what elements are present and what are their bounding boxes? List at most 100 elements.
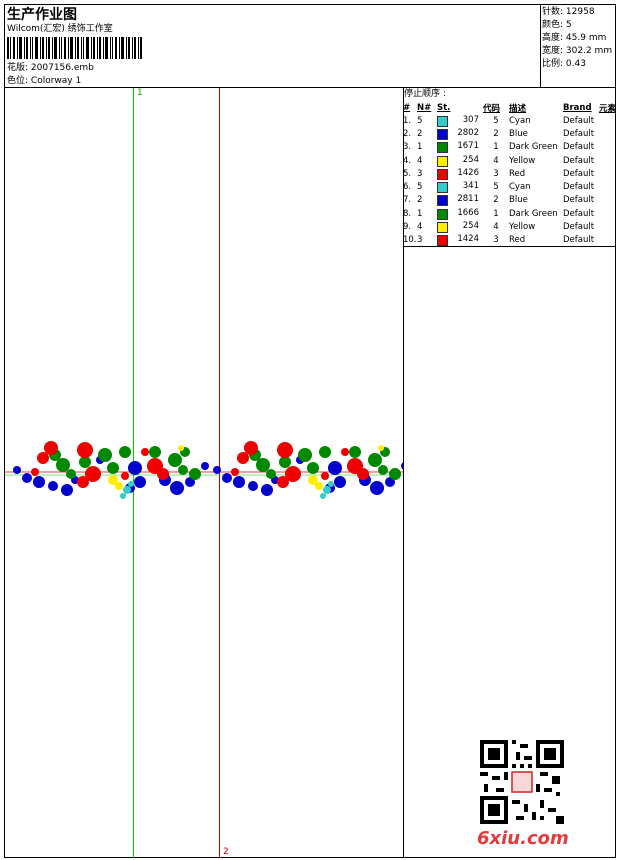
- stop-row: 3. 1 1671 1 Dark Green Default: [403, 141, 619, 154]
- stop-needle: 5: [417, 182, 423, 193]
- stop-index: 6.: [403, 182, 412, 193]
- col-code: 代码: [483, 103, 501, 114]
- stop-index: 9.: [403, 222, 412, 233]
- stop-description: Blue: [509, 195, 528, 206]
- stop-stitches: 1671: [437, 141, 483, 154]
- stop-brand: Default: [563, 182, 595, 193]
- stop-brand: Default: [563, 195, 595, 206]
- stop-table-header: # N# St. 代码 描述 Brand 元素: [403, 101, 619, 114]
- stop-code: 3: [493, 168, 499, 179]
- stop-index: 5.: [403, 168, 412, 179]
- stop-stitches: 254: [437, 220, 483, 234]
- stop-description: Yellow: [509, 155, 536, 166]
- stop-brand: Default: [563, 168, 595, 179]
- col-index: #: [403, 102, 411, 113]
- stop-code: 5: [493, 115, 499, 126]
- col-description: 描述: [509, 103, 527, 114]
- stop-needle: 3: [417, 235, 423, 246]
- stop-element: [599, 141, 619, 154]
- color-swatch: [437, 128, 448, 140]
- stop-index: 8.: [403, 208, 412, 219]
- stat-width: 宽度: 302.2 mm: [542, 46, 613, 56]
- stop-element: [599, 154, 619, 167]
- stop-brand: Default: [563, 222, 595, 233]
- stop-description: Yellow: [509, 222, 536, 233]
- color-swatch: [437, 168, 448, 180]
- stop-code: 2: [493, 128, 499, 139]
- stop-element: [599, 167, 619, 180]
- stop-stitches: 2811: [437, 194, 483, 207]
- green-guide-label: 1: [137, 88, 143, 98]
- stop-stitches: 1666: [437, 207, 483, 220]
- stop-needle: 4: [417, 155, 423, 166]
- stop-code: 1: [493, 142, 499, 153]
- stop-element: [599, 127, 619, 140]
- stop-index: 3.: [403, 142, 412, 153]
- color-swatch: [437, 235, 448, 247]
- stop-table-divider: [403, 246, 616, 247]
- stop-needle: 2: [417, 128, 423, 139]
- color-swatch: [437, 195, 448, 207]
- stop-index: 1.: [403, 115, 412, 126]
- stop-description: Red: [509, 235, 526, 246]
- red-guide-label: 2: [223, 847, 229, 857]
- stop-element: [599, 234, 619, 247]
- stop-index: 4.: [403, 155, 412, 166]
- stop-element: [599, 114, 619, 127]
- stop-row: 6. 5 341 5 Cyan Default: [403, 180, 619, 194]
- stop-brand: Default: [563, 142, 595, 153]
- stop-needle: 3: [417, 168, 423, 179]
- color-swatch: [437, 182, 448, 194]
- stop-index: 7.: [403, 195, 412, 206]
- color-swatch: [437, 208, 448, 220]
- col-element: 元素: [599, 103, 617, 114]
- color-swatch: [437, 142, 448, 154]
- stat-colors: 颜色: 5: [542, 20, 572, 30]
- stop-brand: Default: [563, 128, 595, 139]
- page-title: 生产作业图: [7, 7, 77, 23]
- stop-row: 2. 2 2802 2 Blue Default: [403, 127, 619, 140]
- stop-code: 3: [493, 235, 499, 246]
- stop-row: 7. 2 2811 2 Blue Default: [403, 194, 619, 207]
- stop-description: Cyan: [509, 115, 531, 126]
- stop-code: 4: [493, 222, 499, 233]
- stop-brand: Default: [563, 235, 595, 246]
- stop-code: 1: [493, 208, 499, 219]
- stop-stitches: 1424: [437, 234, 483, 247]
- stop-stitches: 254: [437, 154, 483, 167]
- stop-needle: 1: [417, 208, 423, 219]
- stat-height: 高度: 45.9 mm: [542, 33, 607, 43]
- stop-sequence-table: # N# St. 代码 描述 Brand 元素 1. 5 307 5 Cyan Defau…: [403, 101, 619, 247]
- stop-description: Blue: [509, 128, 528, 139]
- col-brand: Brand: [563, 102, 592, 113]
- stop-code: 5: [493, 182, 499, 193]
- studio-name: Wilcom(汇宏) 绣饰工作室: [7, 24, 113, 34]
- color-swatch: [437, 222, 448, 234]
- stop-brand: Default: [563, 115, 595, 126]
- stop-needle: 1: [417, 142, 423, 153]
- stop-sequence-title: 停止顺序 :: [404, 89, 446, 99]
- color-swatch: [437, 155, 448, 167]
- stop-brand: Default: [563, 155, 595, 166]
- stop-row: 4. 4 254 4 Yellow Default: [403, 154, 619, 167]
- stop-index: 2.: [403, 128, 412, 139]
- stop-brand: Default: [563, 208, 595, 219]
- stop-description: Dark Green: [509, 208, 558, 219]
- stop-description: Red: [509, 168, 526, 179]
- stop-row: 8. 1 1666 1 Dark Green Default: [403, 207, 619, 220]
- stop-row: 1. 5 307 5 Cyan Default: [403, 114, 619, 127]
- stop-stitches: 2802: [437, 127, 483, 140]
- col-stitches: St.: [437, 102, 451, 113]
- stop-row: 9. 4 254 4 Yellow Default: [403, 220, 619, 234]
- stop-row: 10. 3 1424 3 Red Default: [403, 234, 619, 247]
- color-swatch: [437, 115, 448, 127]
- stop-element: [599, 180, 619, 193]
- stop-element: [599, 207, 619, 220]
- stop-index: 10.: [403, 235, 417, 246]
- stop-row: 5. 3 1426 3 Red Default: [403, 167, 619, 180]
- embroidery-design: [5, 441, 403, 499]
- stop-description: Cyan: [509, 182, 531, 193]
- colorway: 色位: Colorway 1: [7, 76, 82, 86]
- stop-code: 4: [493, 155, 499, 166]
- stop-element: [599, 220, 619, 233]
